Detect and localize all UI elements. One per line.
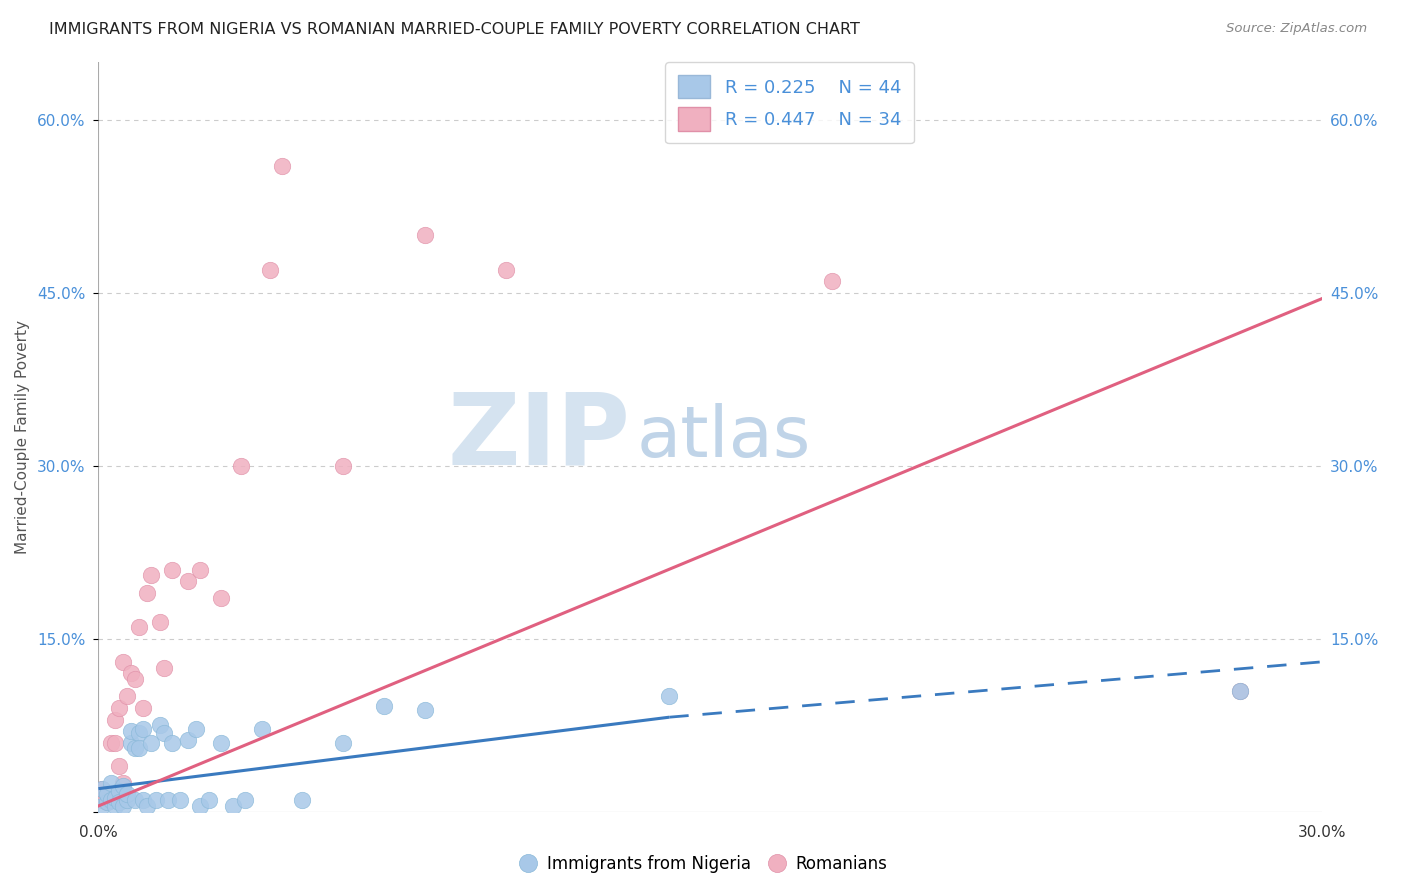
Point (495, 263, 517, 277)
Point (152, 660, 174, 674)
Point (120, 735, 142, 749)
Point (91, 781, 114, 796)
Legend: Immigrants from Nigeria, Romanians: Immigrants from Nigeria, Romanians (512, 848, 894, 880)
Point (209, 591, 232, 606)
Point (233, 793, 256, 807)
Text: IMMIGRANTS FROM NIGERIA VS ROMANIAN MARRIED-COUPLE FAMILY POVERTY CORRELATION CH: IMMIGRANTS FROM NIGERIA VS ROMANIAN MARR… (49, 22, 860, 37)
Point (115, 690, 138, 704)
Text: Source: ZipAtlas.com: Source: ZipAtlas.com (1226, 22, 1367, 36)
Point (100, 793, 122, 807)
Point (128, 620, 150, 634)
Text: ZIP: ZIP (447, 389, 630, 485)
Point (115, 788, 138, 802)
Point (332, 458, 354, 473)
Point (108, 701, 131, 715)
Point (259, 263, 281, 277)
Point (821, 275, 844, 289)
Point (96, 788, 118, 802)
Point (197, 793, 219, 807)
Point (145, 793, 167, 807)
Point (120, 666, 142, 681)
Point (186, 722, 208, 736)
Point (108, 784, 131, 798)
Point (128, 741, 150, 756)
Point (132, 701, 155, 715)
Point (160, 563, 183, 577)
Point (120, 724, 142, 739)
Point (188, 799, 212, 814)
Point (160, 735, 183, 749)
Point (250, 722, 273, 736)
Point (104, 713, 127, 727)
Point (413, 703, 436, 717)
Point (124, 672, 146, 686)
Point (111, 776, 134, 790)
Point (100, 776, 122, 790)
Point (332, 735, 354, 749)
Point (96, 788, 118, 802)
Point (124, 793, 146, 807)
Point (132, 722, 155, 736)
Point (177, 574, 200, 589)
Point (152, 726, 174, 740)
Point (96, 796, 118, 810)
Point (156, 793, 179, 807)
Point (136, 585, 159, 599)
Point (658, 690, 681, 704)
Point (188, 563, 212, 577)
Point (100, 793, 122, 807)
Text: atlas: atlas (637, 402, 811, 472)
Point (413, 228, 436, 243)
Point (1229, 683, 1251, 698)
Point (136, 799, 159, 814)
Point (141, 735, 163, 749)
Point (141, 568, 163, 582)
Point (108, 796, 131, 810)
Point (1229, 683, 1251, 698)
Point (270, 159, 294, 173)
Point (149, 718, 172, 732)
Point (291, 793, 314, 807)
Point (231, 458, 253, 473)
Point (91, 781, 114, 796)
Point (177, 733, 200, 747)
Point (104, 799, 127, 814)
Point (149, 615, 172, 629)
Point (111, 799, 134, 814)
Point (91, 799, 114, 814)
Point (124, 741, 146, 756)
Point (128, 726, 150, 740)
Point (111, 780, 134, 794)
Point (115, 793, 138, 807)
Y-axis label: Married-Couple Family Poverty: Married-Couple Family Poverty (15, 320, 31, 554)
Point (222, 799, 245, 814)
Point (100, 735, 122, 749)
Point (91, 793, 114, 807)
Point (169, 793, 191, 807)
Point (111, 655, 134, 669)
Point (209, 735, 232, 749)
Point (132, 793, 155, 807)
Point (108, 758, 131, 772)
Point (104, 790, 127, 805)
Point (373, 698, 395, 713)
Point (96, 796, 118, 810)
Point (104, 735, 127, 749)
Legend: R = 0.225    N = 44, R = 0.447    N = 34: R = 0.225 N = 44, R = 0.447 N = 34 (665, 62, 914, 143)
